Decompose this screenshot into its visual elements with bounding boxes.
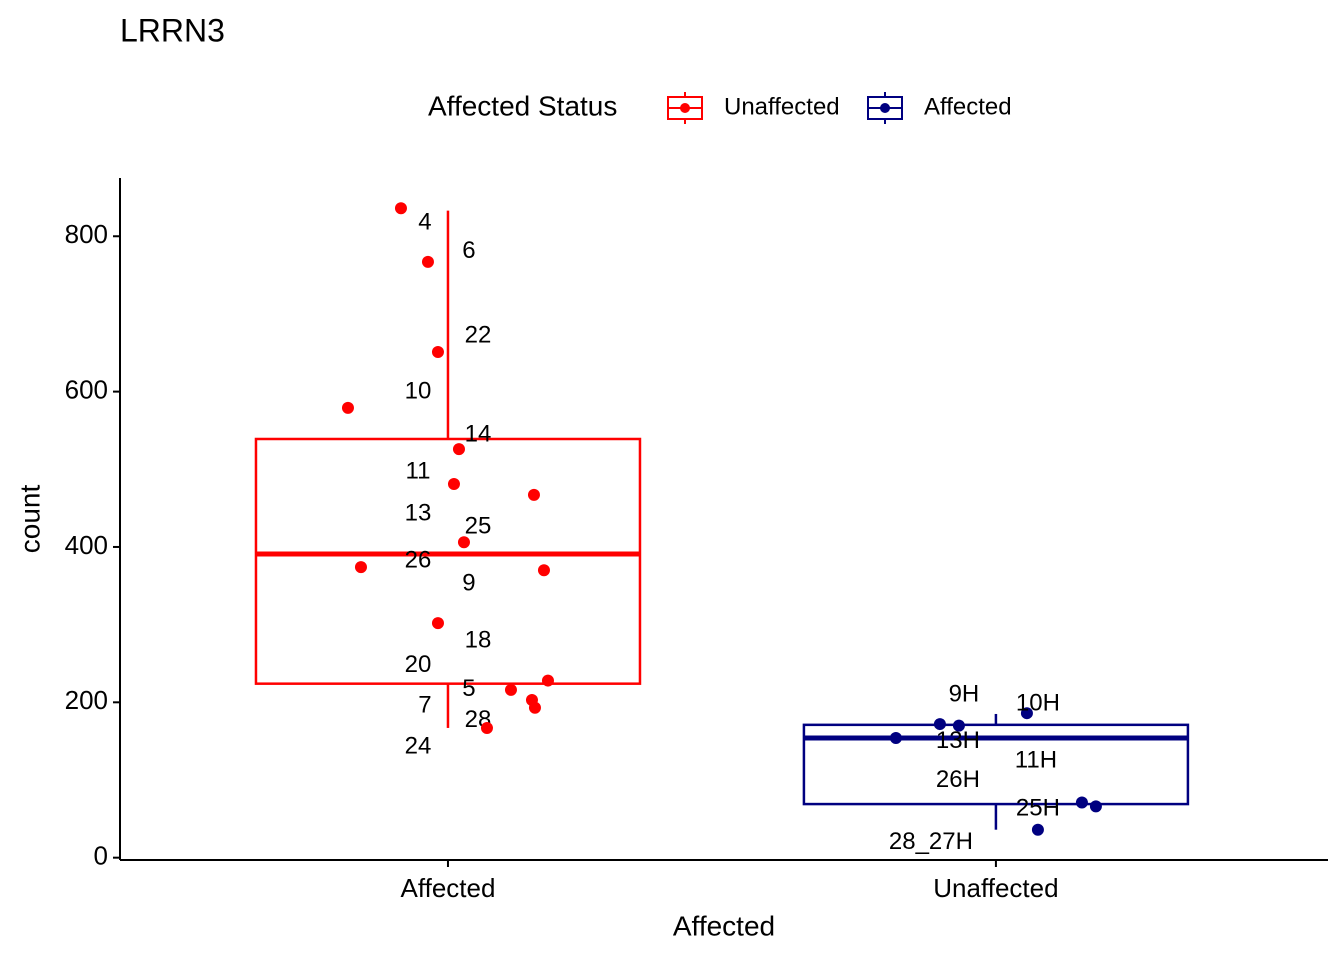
point-label: 4 [418, 209, 431, 236]
point [537, 564, 550, 577]
legend-label: Unaffected [724, 93, 840, 120]
box [254, 437, 642, 685]
legend-title: Affected Status [428, 90, 617, 121]
point-label: 26 [405, 547, 432, 574]
point [541, 674, 554, 687]
point [452, 443, 465, 456]
point [431, 617, 444, 630]
point [341, 401, 354, 414]
y-tick-label: 800 [65, 219, 108, 249]
y-tick-label: 600 [65, 374, 108, 404]
point-label: 11 [406, 457, 431, 484]
point [480, 721, 493, 734]
point-label: 6 [462, 237, 475, 264]
point [504, 683, 517, 696]
y-tick-label: 200 [65, 685, 108, 715]
x-tick-label: Unaffected [933, 873, 1058, 903]
point-label: 25 [465, 513, 492, 540]
point [1020, 707, 1033, 720]
point-label: 25H [1016, 795, 1060, 822]
point-label: 11H [1015, 746, 1057, 773]
point [952, 719, 965, 732]
point-label: 14 [465, 420, 492, 447]
x-tick-label: Affected [401, 873, 496, 903]
point-label: 9 [462, 570, 475, 597]
point-label: 10H [1016, 690, 1060, 717]
x-axis-label: Affected [673, 910, 775, 941]
point-label: 10 [405, 377, 432, 404]
point [1031, 823, 1044, 836]
point-label: 13H [936, 727, 980, 754]
point-label: 9H [949, 680, 980, 707]
point [1075, 796, 1088, 809]
point [447, 478, 460, 491]
legend-label: Affected [924, 93, 1012, 120]
point [528, 701, 541, 714]
point-label: 22 [465, 321, 492, 348]
legend-key [680, 103, 690, 113]
chart-title: LRRN3 [120, 12, 225, 48]
point [431, 345, 444, 358]
point [394, 202, 407, 215]
point [889, 732, 902, 745]
point [354, 561, 367, 574]
point-label: 24 [405, 732, 432, 759]
point-label: 28_27H [889, 828, 973, 855]
point-label: 13 [405, 499, 432, 526]
point-label: 18 [465, 626, 492, 653]
point [933, 718, 946, 731]
y-tick-label: 0 [94, 841, 108, 871]
point-label: 20 [405, 651, 432, 678]
point [1089, 800, 1102, 813]
legend-key [880, 103, 890, 113]
y-axis-label: count [14, 485, 45, 554]
point [457, 536, 470, 549]
box [802, 723, 1190, 806]
y-tick-label: 400 [65, 530, 108, 560]
point-label: 7 [418, 691, 431, 718]
point-label: 5 [462, 675, 475, 702]
point [421, 255, 434, 268]
point [527, 488, 540, 501]
point-label: 26H [936, 766, 980, 793]
